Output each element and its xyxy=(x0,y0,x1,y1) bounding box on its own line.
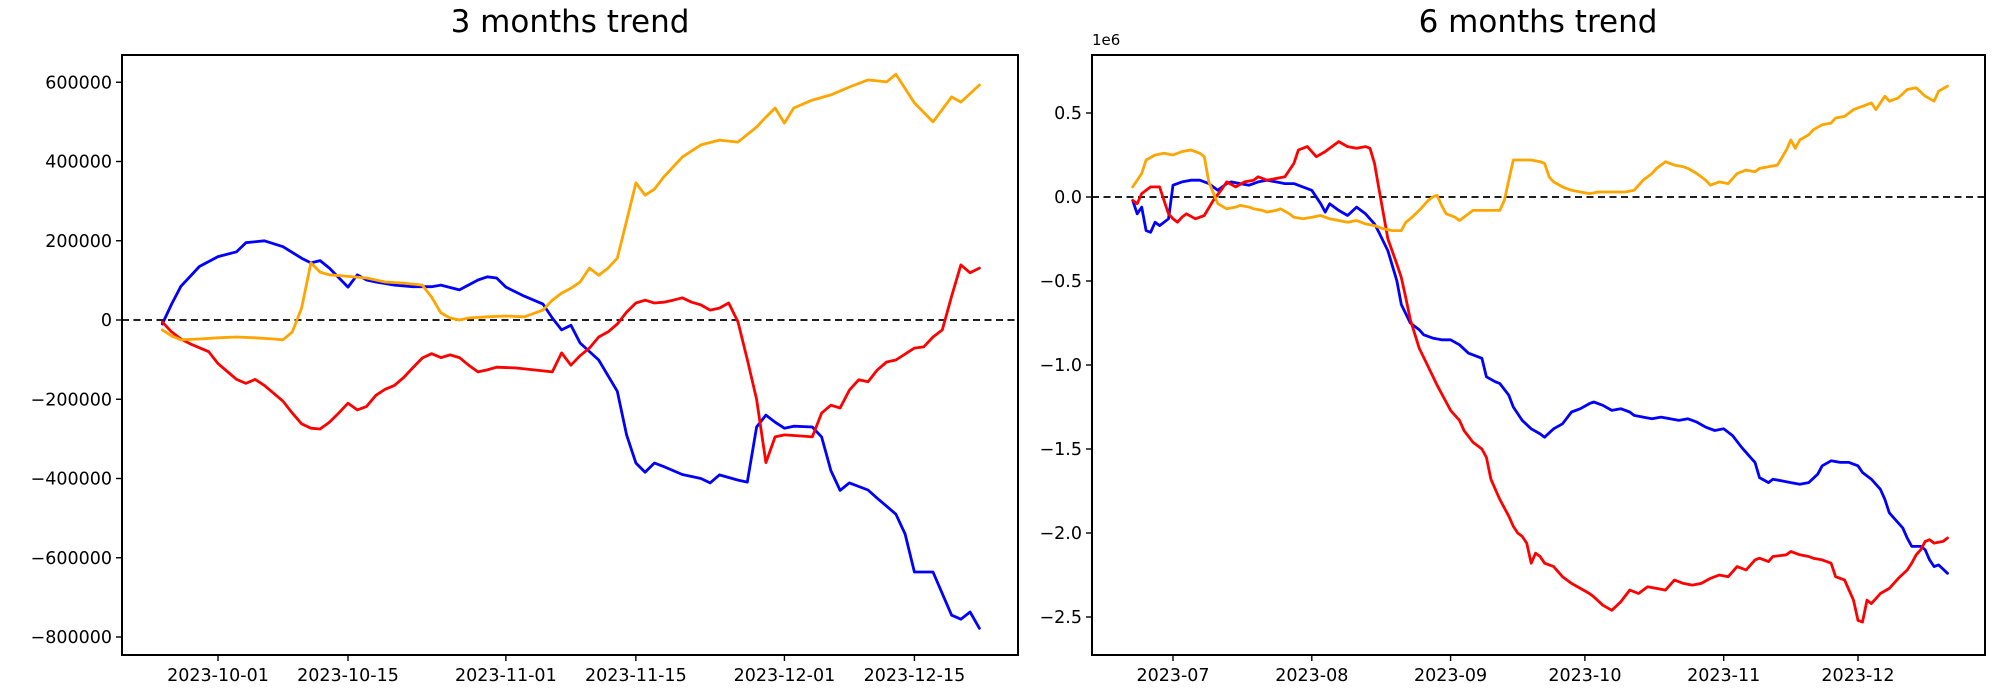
x-axis-tick-label: 2023-10 xyxy=(1548,666,1621,686)
x-axis-tick-label: 2023-10-01 xyxy=(167,666,269,686)
x-axis-tick-label: 2023-12-01 xyxy=(734,666,836,686)
y-axis-tick-label: −0.5 xyxy=(1040,272,1083,292)
y-axis-tick-label: −600000 xyxy=(31,549,112,569)
x-axis-tick-label: 2023-08 xyxy=(1275,666,1348,686)
y-axis-tick-label: 0 xyxy=(101,311,112,331)
x-axis-tick-label: 2023-11 xyxy=(1687,666,1760,686)
y-axis-tick-label: −2.0 xyxy=(1040,524,1083,544)
y-axis-tick-label: −1.5 xyxy=(1040,440,1083,460)
y-axis-tick-label: −400000 xyxy=(31,470,112,490)
series-line-orange-series xyxy=(160,72,981,342)
series-line-red-series xyxy=(160,263,981,465)
x-axis-tick-label: 2023-11-01 xyxy=(455,666,557,686)
y-axis-tick-label: 200000 xyxy=(45,232,112,252)
series-line-blue-series xyxy=(160,239,981,630)
x-axis-tick-label: 2023-07 xyxy=(1136,666,1209,686)
y-axis-tick-label: −800000 xyxy=(31,628,112,648)
chart-0: 2023-10-01 2023-10-15 2023-11-01 2023-11-15… xyxy=(31,54,1019,686)
series-line-orange-series xyxy=(1131,84,1949,233)
x-axis-tick-label: 2023-12-15 xyxy=(864,666,966,686)
plot-border xyxy=(121,54,1019,656)
plot-border xyxy=(1091,54,1986,656)
y-axis-tick-label: 400000 xyxy=(45,153,112,173)
y-axis-tick-label: 0.0 xyxy=(1054,188,1082,208)
x-axis-tick-label: 2023-10-15 xyxy=(297,666,399,686)
chart-1: 2023-07 2023-08 2023-09 2023-10 2023-11 2023-… xyxy=(1040,54,1986,686)
chart-title-6-months: 6 months trend xyxy=(1418,4,1658,40)
y-axis-tick-label: −1.0 xyxy=(1040,356,1083,376)
y-axis-tick-label: −2.5 xyxy=(1040,608,1083,628)
x-axis-tick-label: 2023-09 xyxy=(1414,666,1487,686)
y-axis-offset-label: 1e6 xyxy=(1092,31,1121,49)
x-axis-tick-label: 2023-12 xyxy=(1821,666,1894,686)
series-line-blue-series xyxy=(1131,178,1949,575)
chart-title-3-months: 3 months trend xyxy=(450,4,690,40)
y-axis-tick-label: −200000 xyxy=(31,390,112,410)
y-axis-tick-label: 600000 xyxy=(45,73,112,93)
y-axis-tick-label: 0.5 xyxy=(1054,104,1082,124)
x-axis-tick-label: 2023-11-15 xyxy=(585,666,687,686)
series-line-red-series xyxy=(1131,140,1949,624)
